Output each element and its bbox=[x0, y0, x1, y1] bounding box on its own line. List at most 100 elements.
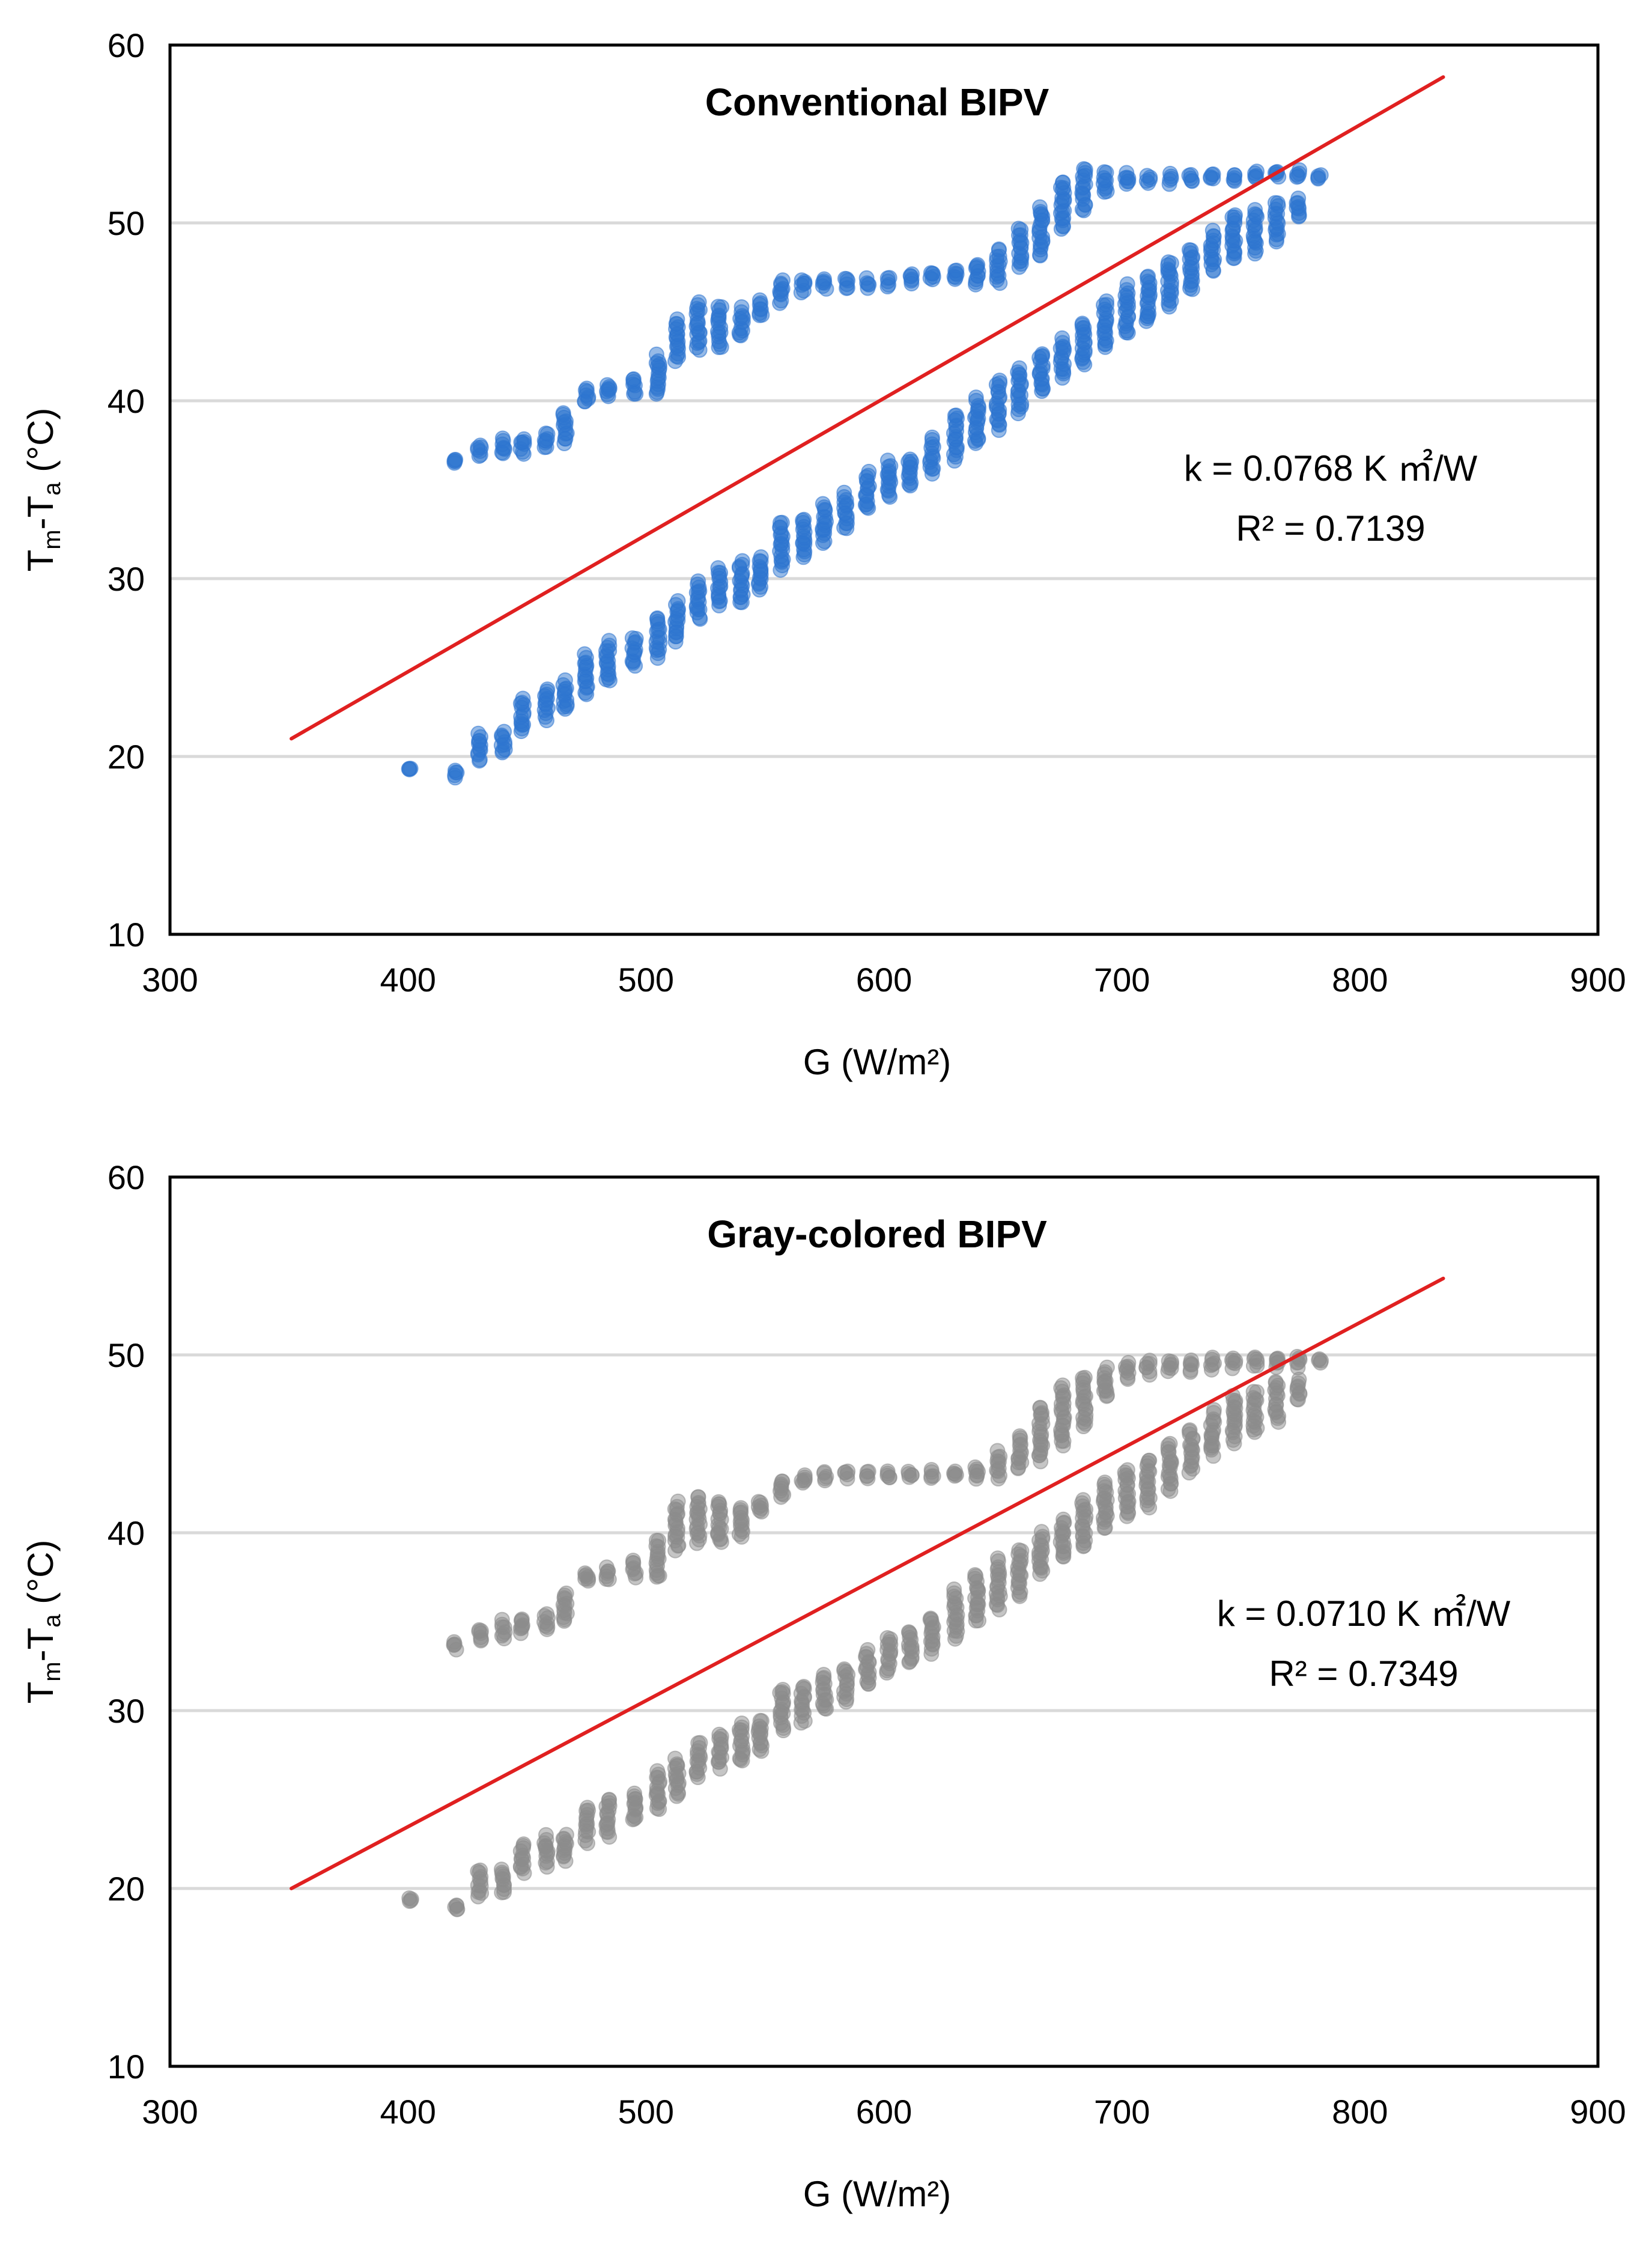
chart-gray-colored-bipv: 10 20 30 40 50 60 300 400 500 600 700 800 900 Gray-… bbox=[0, 1132, 1652, 2264]
data-point-upper-64 bbox=[599, 377, 615, 393]
data-point-lower-786 bbox=[1011, 360, 1027, 376]
data-points bbox=[401, 1348, 1329, 1917]
data-point-upper-202 bbox=[900, 1464, 917, 1480]
data-point-upper-62 bbox=[598, 1559, 615, 1575]
data-point-upper-155 bbox=[733, 1500, 749, 1516]
data-point-lower-587 bbox=[752, 1712, 768, 1729]
data-point-lower-981 bbox=[1245, 1384, 1262, 1400]
x-tick-600: 600 bbox=[856, 961, 912, 999]
data-point-upper-72 bbox=[625, 371, 641, 388]
x-tick-400: 400 bbox=[380, 2093, 436, 2131]
data-point-upper-288 bbox=[1055, 1377, 1070, 1393]
data-point-upper-70 bbox=[625, 1553, 641, 1569]
r-squared-annotation: R² = 0.7349 bbox=[1269, 1654, 1458, 1694]
data-point-upper-343 bbox=[1161, 1353, 1177, 1369]
data-point-lower-543 bbox=[692, 1735, 708, 1751]
data-point-upper-48 bbox=[555, 405, 571, 421]
plot-area-frame bbox=[168, 1175, 1600, 2068]
data-point-upper-349 bbox=[1183, 1352, 1199, 1368]
data-point-lower-816 bbox=[1055, 1511, 1072, 1527]
data-point-upper-336 bbox=[1141, 1353, 1158, 1369]
y-label-dash-t: -T bbox=[20, 496, 61, 530]
data-point-lower-730 bbox=[948, 407, 964, 424]
data-point-upper-348 bbox=[1183, 166, 1199, 183]
data-point-lower-387 bbox=[401, 1890, 418, 1906]
data-point-upper-279 bbox=[1032, 199, 1048, 215]
data-point-lower-510 bbox=[649, 611, 665, 627]
data-point-upper-343 bbox=[1162, 165, 1178, 181]
data-point-upper-265 bbox=[1032, 1400, 1048, 1416]
data-point-upper-4 bbox=[446, 1634, 462, 1650]
data-point-lower-873 bbox=[1119, 1462, 1135, 1478]
data-point-lower-911 bbox=[1162, 1435, 1178, 1452]
y-label-sub-m: m bbox=[39, 529, 65, 549]
data-point-upper-299 bbox=[1055, 174, 1071, 190]
data-point-upper-153 bbox=[733, 299, 750, 315]
data-point-lower-557 bbox=[711, 1726, 727, 1742]
x-tick-500: 500 bbox=[618, 961, 674, 999]
data-point-upper-195 bbox=[858, 270, 875, 286]
data-point-lower-448 bbox=[557, 672, 573, 688]
data-point-lower-464 bbox=[577, 646, 593, 662]
chart-svg: 10 20 30 40 50 60 300 400 500 600 700 800 900 Conve… bbox=[20, 26, 1626, 1082]
data-point-upper-35 bbox=[538, 425, 554, 442]
data-point-upper-212 bbox=[947, 1463, 963, 1479]
data-point-lower-998 bbox=[1267, 195, 1283, 211]
data-point-upper-219 bbox=[967, 1459, 983, 1475]
slope-annotation: k = 0.0710 K ㎡/W bbox=[1217, 1593, 1511, 1634]
x-tick-600: 600 bbox=[856, 2093, 912, 2131]
data-point-lower-768 bbox=[992, 373, 1007, 389]
x-tick-500: 500 bbox=[618, 2093, 674, 2131]
data-point-lower-619 bbox=[795, 1680, 811, 1696]
data-point-upper-4 bbox=[448, 452, 464, 467]
y-tick-20: 20 bbox=[108, 738, 145, 776]
data-point-lower-854 bbox=[1097, 1474, 1113, 1491]
data-point-upper-206 bbox=[904, 266, 920, 282]
data-point-upper-373 bbox=[1292, 162, 1308, 178]
data-point-lower-648 bbox=[836, 1661, 852, 1677]
data-point-lower-483 bbox=[601, 1792, 618, 1808]
data-point-upper-19 bbox=[494, 1611, 510, 1628]
data-point-upper-212 bbox=[925, 266, 941, 282]
data-point-lower-707 bbox=[923, 1610, 939, 1626]
y-tick-30: 30 bbox=[108, 1692, 145, 1730]
x-tick-700: 700 bbox=[1094, 2093, 1150, 2131]
y-tick-40: 40 bbox=[108, 382, 145, 420]
y-tick-20: 20 bbox=[108, 1870, 145, 1908]
y-label-unit: (°C) bbox=[20, 1540, 61, 1614]
y-tick-labels: 10 20 30 40 50 60 bbox=[108, 26, 145, 954]
x-tick-300: 300 bbox=[142, 2093, 198, 2131]
data-point-lower-819 bbox=[1054, 330, 1070, 346]
data-point-lower-386 bbox=[447, 762, 463, 779]
y-label-sub-a: a bbox=[39, 482, 65, 496]
data-point-lower-557 bbox=[710, 560, 726, 576]
fit-line-group bbox=[290, 75, 1445, 741]
y-label-sub-m: m bbox=[39, 1661, 65, 1681]
data-point-lower-467 bbox=[579, 1800, 595, 1816]
data-point-upper-219 bbox=[949, 263, 965, 278]
data-point-lower-1007 bbox=[1290, 190, 1307, 207]
fit-line-group bbox=[290, 1276, 1445, 1890]
data-point-upper-187 bbox=[840, 1463, 856, 1479]
data-point-upper-230 bbox=[989, 1443, 1006, 1459]
data-point-upper-316 bbox=[1076, 161, 1092, 177]
data-point-lower-542 bbox=[690, 573, 706, 589]
data-point-upper-19 bbox=[494, 430, 511, 446]
grid-lines bbox=[170, 221, 1598, 758]
data-point-lower-945 bbox=[1206, 1402, 1222, 1418]
y-tick-50: 50 bbox=[108, 204, 145, 242]
data-point-upper-207 bbox=[923, 1462, 940, 1478]
data-point-lower-892 bbox=[1141, 1452, 1157, 1468]
y-tick-10: 10 bbox=[108, 916, 145, 954]
y-axis-label: Tm-Ta (°C) bbox=[20, 1540, 65, 1704]
data-point-lower-441 bbox=[538, 1827, 554, 1843]
data-point-lower-526 bbox=[670, 593, 686, 609]
data-point-upper-358 bbox=[1227, 167, 1243, 183]
data-point-upper-124 bbox=[690, 1489, 706, 1505]
data-point-upper-383 bbox=[1311, 1351, 1328, 1367]
slope-annotation: k = 0.0768 K ㎡/W bbox=[1184, 448, 1478, 488]
x-tick-800: 800 bbox=[1332, 961, 1388, 999]
y-tick-10: 10 bbox=[108, 2048, 145, 2086]
data-point-upper-27 bbox=[514, 1611, 530, 1627]
data-point-upper-35 bbox=[539, 1606, 555, 1622]
